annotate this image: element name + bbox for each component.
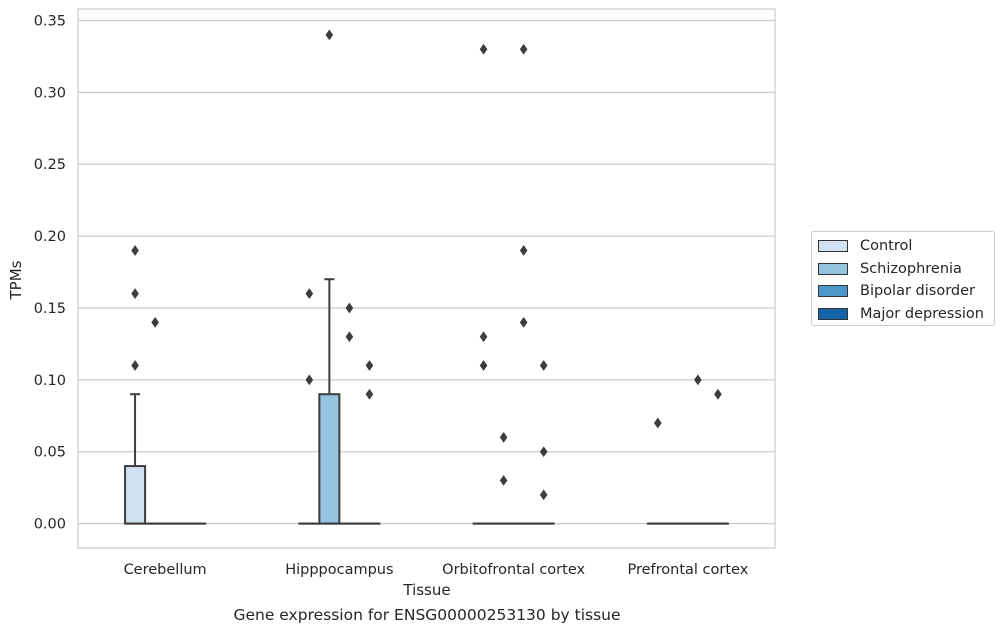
outlier-point <box>519 316 528 328</box>
outlier-point <box>325 29 334 41</box>
outlier-point <box>499 475 508 486</box>
outlier-point <box>479 360 488 371</box>
outlier-point <box>365 388 374 400</box>
outlier-point <box>131 288 139 299</box>
outlier-point <box>694 374 702 386</box>
plot-area <box>77 8 776 549</box>
legend-item: Bipolar disorder <box>818 281 975 301</box>
grid-lines <box>78 19 775 525</box>
x-axis-ticks: Cerebellum Hipppocampus Orbitofrontal cort… <box>124 562 749 578</box>
legend-item: Schizophrenia <box>818 259 962 279</box>
outlier-point <box>151 316 159 328</box>
chart-caption: Gene expression for ENSG00000253130 by t… <box>233 606 621 624</box>
outlier-point <box>345 331 354 343</box>
outlier-point <box>539 360 548 371</box>
outlier-point <box>305 374 314 386</box>
y-axis-label: TPMs <box>7 260 25 300</box>
y-tick-label: 0.30 <box>34 85 66 101</box>
y-axis-ticks: 0.00 0.05 0.10 0.15 0.20 0.25 0.30 0.35 <box>34 13 66 532</box>
legend-swatch <box>818 240 848 252</box>
legend-swatch <box>818 307 848 320</box>
outlier-point <box>479 43 488 55</box>
outlier-point <box>499 431 508 443</box>
x-axis-label: Tissue <box>402 581 450 599</box>
outlier-point <box>365 360 374 371</box>
y-tick-label: 0.15 <box>34 301 66 317</box>
outlier-point <box>519 245 528 256</box>
outlier-point <box>519 43 528 55</box>
x-tick-label: Prefrontal cortex <box>627 562 748 578</box>
outlier-point <box>345 302 354 314</box>
y-tick-label: 0.10 <box>34 373 66 389</box>
x-tick-label: Orbitofrontal cortex <box>442 562 585 578</box>
legend-item: Control <box>818 236 912 256</box>
boxes <box>124 278 729 525</box>
legend-swatch <box>818 262 848 275</box>
y-tick-label: 0.25 <box>34 157 66 173</box>
box <box>318 393 341 525</box>
outlier-point <box>714 388 722 400</box>
box <box>124 465 147 525</box>
legend: Control Schizophrenia Bipolar disorder Majo… <box>811 231 995 326</box>
x-tick-label: Hipppocampus <box>285 562 393 578</box>
legend-swatch <box>818 285 848 297</box>
outlier-point <box>305 288 314 299</box>
legend-label: Schizophrenia <box>860 260 962 277</box>
y-tick-label: 0.05 <box>34 445 66 461</box>
outlier-point <box>539 446 548 458</box>
legend-label: Bipolar disorder <box>860 283 975 299</box>
x-tick-label: Cerebellum <box>124 562 207 578</box>
outlier-point <box>654 417 662 429</box>
outlier-point <box>131 360 139 371</box>
legend-item: Major depression <box>818 304 984 324</box>
outliers <box>131 29 722 501</box>
legend-label: Major depression <box>860 305 984 322</box>
y-tick-label: 0.20 <box>34 229 66 245</box>
outlier-point <box>539 489 548 501</box>
outlier-point <box>131 245 139 256</box>
y-tick-label: 0.35 <box>34 13 66 29</box>
legend-label: Control <box>860 238 913 254</box>
outlier-point <box>479 331 488 343</box>
y-tick-label: 0.00 <box>34 517 66 533</box>
